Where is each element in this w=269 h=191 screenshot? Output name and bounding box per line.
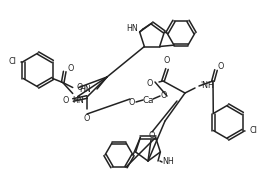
- Text: O: O: [63, 96, 69, 104]
- Text: Ca: Ca: [142, 96, 154, 104]
- Text: O: O: [147, 79, 153, 87]
- Text: O: O: [129, 97, 135, 107]
- Text: O: O: [84, 114, 90, 123]
- Text: Cl: Cl: [8, 57, 16, 66]
- Text: Cl: Cl: [250, 126, 258, 135]
- Text: O: O: [217, 62, 223, 70]
- Text: NH: NH: [162, 158, 174, 167]
- Text: HN: HN: [126, 23, 138, 32]
- Text: 'NH: 'NH: [200, 80, 214, 90]
- Text: O: O: [164, 56, 170, 65]
- Text: O: O: [68, 64, 74, 73]
- Text: O: O: [161, 91, 167, 100]
- Text: O: O: [77, 83, 83, 92]
- Text: HN: HN: [79, 84, 91, 94]
- Text: HN: HN: [73, 96, 84, 104]
- Text: O: O: [149, 131, 155, 141]
